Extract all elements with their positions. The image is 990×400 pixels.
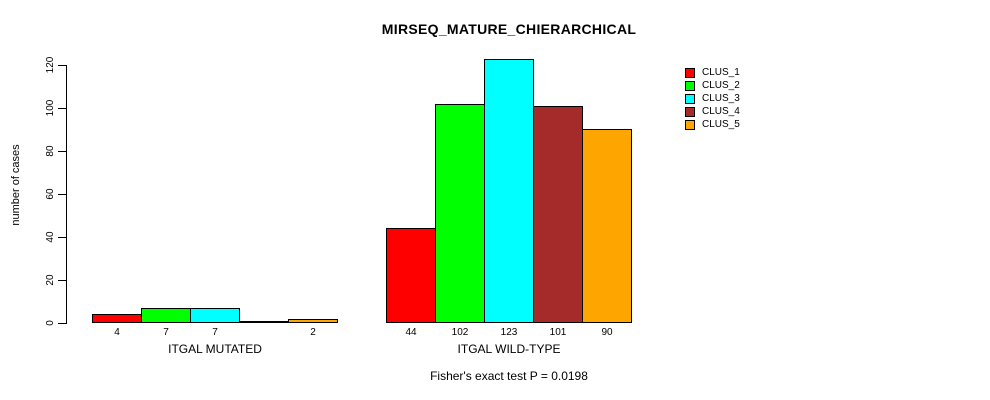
y-tick [58, 236, 66, 238]
y-tick [58, 64, 66, 66]
y-tick [58, 322, 66, 324]
legend-item: CLUS_3 [685, 92, 740, 105]
chart-title: MIRSEQ_MATURE_CHIERARCHICAL [381, 21, 637, 37]
legend-label: CLUS_1 [702, 67, 740, 78]
legend-label: CLUS_3 [702, 93, 740, 104]
legend-swatch-clus_3 [685, 93, 695, 104]
bar-clus_5-group1 [288, 319, 338, 323]
legend-label: CLUS_4 [702, 106, 740, 117]
legend-item: CLUS_2 [685, 79, 740, 92]
legend-label: CLUS_5 [702, 119, 740, 130]
y-tick [58, 107, 66, 109]
bar-value-label: 102 [451, 327, 469, 338]
group-label: ITGAL WILD-TYPE [457, 342, 561, 356]
bar-value-label: 44 [405, 327, 417, 338]
legend-swatch-clus_1 [685, 67, 695, 78]
bar-clus_3-group2 [484, 59, 534, 323]
bar-value-label: 90 [601, 327, 613, 338]
y-tick [58, 193, 66, 195]
bar-clus_4-group2 [533, 106, 583, 323]
group-label: ITGAL MUTATED [168, 342, 262, 356]
y-axis-line [66, 65, 67, 324]
bar-value-label: 4 [114, 327, 120, 338]
y-tick [58, 279, 66, 281]
bar-clus_1-group2 [386, 228, 436, 323]
bar-value-label: 7 [212, 327, 218, 338]
legend-swatch-clus_2 [685, 80, 695, 91]
bar-clus_3-group1 [190, 308, 240, 323]
legend-swatch-clus_4 [685, 106, 695, 117]
bar-clus_5-group2 [582, 129, 632, 323]
bar-value-label: 101 [549, 327, 567, 338]
bar-clus_4-group1-zero [239, 321, 289, 323]
bar-value-label: 7 [163, 327, 169, 338]
annotation-pvalue: Fisher's exact test P = 0.0198 [430, 369, 588, 383]
legend-label: CLUS_2 [702, 80, 740, 91]
y-tick [58, 150, 66, 152]
legend-item: CLUS_5 [685, 118, 740, 131]
legend-swatch-clus_5 [685, 119, 695, 130]
bar-value-label: 2 [310, 327, 316, 338]
legend-item: CLUS_4 [685, 105, 740, 118]
legend-item: CLUS_1 [685, 66, 740, 79]
bar-value-label: 123 [500, 327, 518, 338]
